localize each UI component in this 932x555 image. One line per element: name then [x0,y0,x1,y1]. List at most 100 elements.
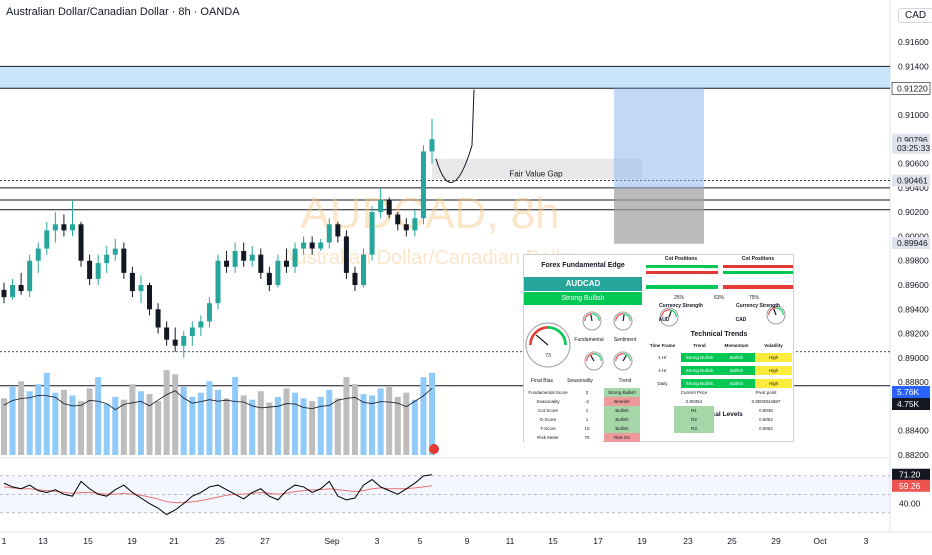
fvg-box [432,158,642,180]
score-number: 10 [572,424,602,433]
sentiment-gauge-arc-green [622,313,631,322]
volume-bar [18,381,25,455]
price-label-bg [892,174,930,187]
time-tick: 13 [38,536,48,546]
momentum-value: Bullish [718,366,755,375]
candle-body [206,303,212,322]
candle-body [27,260,33,292]
cot-bar [723,271,793,274]
aud-strength-gauge-needle [668,310,672,318]
price-tick: 0.89800 [898,256,929,266]
rsi-label: 71.20 [899,470,921,480]
level-value: 0.9052 [746,415,786,424]
level-value: 0.9002944687 [746,397,786,406]
volume-bar [394,396,401,455]
candle-body [129,272,135,292]
volume-bar [351,384,358,455]
volatility-value: High [755,379,792,388]
price-label: 0.90796 [897,135,928,145]
seasonality-gauge-arc-green [593,353,602,362]
volatility-value: High [755,366,792,375]
stop-box [614,187,704,244]
cot-bar [646,271,718,274]
volume-bar [249,399,256,455]
price-tick: 0.88400 [898,426,929,436]
candle-body [335,224,341,237]
candle-body [258,254,264,273]
candle-body [104,254,110,264]
projection-path [435,89,475,183]
time-tick: 1 [2,536,7,546]
time-tick: 19 [127,536,137,546]
score-number: -2 [572,397,602,406]
cad-strength-gauge-needle [773,308,777,316]
candle-body [44,230,50,249]
currency-button[interactable]: CAD [898,8,932,23]
volume-bar [232,377,239,455]
candle-body [403,224,409,231]
volume-bar [9,387,16,455]
volume-bar [377,388,384,455]
level-value: 0.9062 [746,424,786,433]
candle-body [292,248,298,267]
score-value: Bullish [604,415,640,424]
volume-bar [60,389,67,455]
cot-left-title: Cot Positions [664,256,698,262]
score-value: Bullish [604,424,640,433]
cad-strength-gauge-arc-red [768,307,777,316]
seasonality-gauge-needle [590,355,595,362]
sentiment-gauge-needle [622,314,625,322]
candle-body [138,285,144,292]
candle-body [429,139,435,152]
volume-bar [95,377,102,455]
sentiment-label: Sentiment [613,337,637,343]
price-label: 0.90461 [897,175,928,185]
fvg-label: Fair Value Gap [509,170,563,179]
score-value: Bullish [604,406,640,415]
candle-body [69,224,75,231]
trend-head: Momentum [718,341,755,350]
candle-body [224,260,230,267]
volume-bar [146,394,153,455]
rsi-label: 40.00 [899,499,921,509]
volume-bar [137,391,144,455]
score-value: Bearish [604,397,640,406]
score-number: 75 [572,433,602,442]
candle-body [147,285,153,310]
rsi-label: 59.26 [899,481,921,491]
price-tick: 0.91000 [898,110,929,120]
risk-gauge-arc-red [529,326,549,346]
price-tick: 0.91400 [898,61,929,71]
volume-bar [386,387,393,455]
volume-bar [420,377,427,455]
volume-bar [52,392,59,455]
candle-body [412,218,418,231]
cot-left-pct-1: 25% [673,295,684,301]
time-tick: 19 [637,536,647,546]
volatility-value: High [755,353,792,362]
volume-bar [120,399,127,455]
candle-body [301,242,307,249]
time-tick: 3 [864,536,869,546]
time-tick: 5 [418,536,423,546]
tech-trends-title: Technical Trends [690,331,748,338]
score-label: G-Score [524,415,572,424]
candle-body [241,251,247,261]
rsi-line [3,474,433,516]
cot-right-title: Cot Positions [741,256,775,262]
volume-bar [309,401,316,455]
volume-bar [292,392,299,455]
candle-body [369,212,375,255]
trend-tf: 1 Hr [644,353,681,362]
trend-value: Strong Bullish [681,353,718,362]
time-tick: 11 [506,536,515,546]
volume-bar [266,402,273,455]
price-tick: 0.90600 [898,159,929,169]
price-label: 5.76K [897,387,920,397]
volume-bar [257,391,264,455]
trend-head: Time Frame [644,341,681,350]
price-label: 0.91220 [897,83,928,93]
price-tick: 0.89000 [898,353,929,363]
price-label-bg [892,398,930,410]
